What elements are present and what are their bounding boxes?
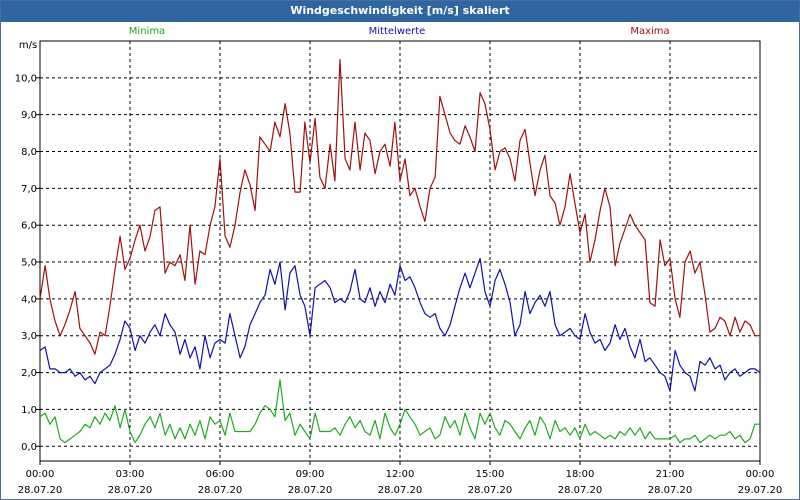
x-tick-date-label: 28.07.20	[198, 485, 243, 496]
y-tick-label: 1,0	[21, 405, 37, 416]
x-tick-time-label: 03:00	[116, 469, 145, 480]
legend-item-minima: Minima	[129, 26, 165, 37]
x-tick-time-label: 09:00	[296, 469, 325, 480]
legend: Minima Mittelwerte Maxima	[129, 26, 670, 37]
y-tick-label: 2,0	[21, 368, 37, 379]
y-tick-label: 6,0	[21, 221, 37, 232]
y-tick-label: 3,0	[21, 331, 37, 342]
x-tick-date-label: 28.07.20	[108, 485, 153, 496]
series-line-maxima	[39, 58, 760, 355]
y-axis-unit-label: m/s	[19, 40, 37, 51]
series-line-mittelwerte	[39, 257, 761, 392]
window-title: Windgeschwindigkeit [m/s] skaliert	[1, 1, 799, 22]
x-tick-date-label: 28.07.20	[558, 485, 603, 496]
x-tick-date-label: 28.07.20	[648, 485, 693, 496]
x-tick-time-label: 15:00	[476, 469, 505, 480]
y-tick-label: 0,0	[21, 442, 37, 453]
legend-item-mittelwerte: Mittelwerte	[369, 26, 426, 37]
x-tick-time-label: 12:00	[386, 469, 415, 480]
series	[39, 58, 761, 444]
axes: 0,0 1,0 2,0 3,0 4,0 5,0 6,0 7,0 8,0 9,0 10,0 00:00 2…	[15, 73, 783, 496]
x-tick-date-label: 29.07.20	[738, 485, 783, 496]
y-tick-label: 9,0	[21, 110, 37, 121]
grid	[40, 41, 760, 461]
x-tick-time-label: 06:00	[206, 469, 235, 480]
x-tick-time-label: 18:00	[566, 469, 595, 480]
y-tick-label: 5,0	[21, 258, 37, 269]
x-tick-date-label: 28.07.20	[288, 485, 333, 496]
x-tick-date-label: 28.07.20	[468, 485, 513, 496]
x-tick-time-label: 00:00	[746, 469, 775, 480]
legend-item-maxima: Maxima	[630, 26, 669, 37]
x-tick-date-label: 28.07.20	[378, 485, 423, 496]
series-line-minima	[39, 379, 760, 444]
x-tick-date-label: 28.07.20	[18, 485, 63, 496]
y-tick-label: 8,0	[21, 147, 37, 158]
y-tick-label: 4,0	[21, 294, 37, 305]
x-tick-time-label: 00:00	[26, 469, 55, 480]
y-tick-label: 7,0	[21, 184, 37, 195]
y-tick-label: 10,0	[15, 73, 37, 84]
x-tick-time-label: 21:00	[656, 469, 685, 480]
